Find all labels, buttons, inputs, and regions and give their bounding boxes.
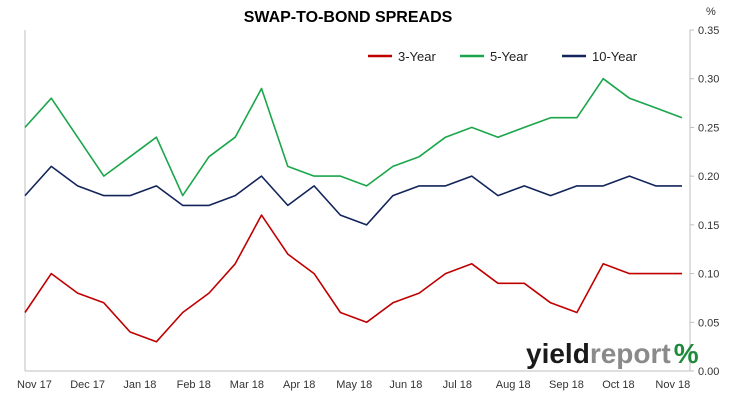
y-tick-label: 0.20 [698,171,719,183]
y-tick-label: 0.10 [698,269,719,281]
x-tick-label: May 18 [336,379,372,391]
x-tick-label: Mar 18 [230,379,264,391]
y-tick-label: 0.25 [698,122,719,134]
x-tick-label: Jun 18 [389,379,422,391]
y-tick-label: 0.00 [698,366,719,378]
logo-text-report: report [590,338,671,369]
svg-text:yieldreport%: yieldreport% [526,338,699,369]
x-tick-label: Dec 17 [70,379,105,391]
logo-text-yield: yield [526,338,590,369]
x-tick-label: Oct 18 [602,379,634,391]
y-tick-label: 0.05 [698,317,719,329]
x-tick-label: Jul 18 [443,379,472,391]
logo-percent: % [674,338,699,369]
x-tick-label: Aug 18 [496,379,531,391]
series-line-5-year [24,77,683,197]
x-tick-label: Nov 18 [655,379,690,391]
y-axis-unit: % [706,6,716,18]
y-tick-label: 0.30 [698,74,719,86]
yieldreport-logo: yieldreport% [526,338,699,369]
legend: 3-Year 5-Year 10-Year [368,49,638,64]
legend-label: 5-Year [490,49,528,64]
chart-title: SWAP-TO-BOND SPREADS [244,9,453,26]
x-tick-label: Sep 18 [549,379,584,391]
series-lines [24,77,683,343]
legend-label: 3-Year [398,49,436,64]
x-tick-label: Feb 18 [177,379,211,391]
x-tick-label: Nov 17 [17,379,52,391]
x-tick-label: Jan 18 [123,379,156,391]
axes: 0.00 0.05 0.10 0.15 0.20 0.25 0.30 0.35 Nov 17 De… [17,25,719,391]
legend-label: 10-Year [592,49,638,64]
y-tick-label: 0.15 [698,220,719,232]
x-tick-label: Apr 18 [283,379,315,391]
series-line-10-year [24,165,682,226]
y-tick-label: 0.35 [698,25,719,37]
series-line-3-year [24,214,682,343]
